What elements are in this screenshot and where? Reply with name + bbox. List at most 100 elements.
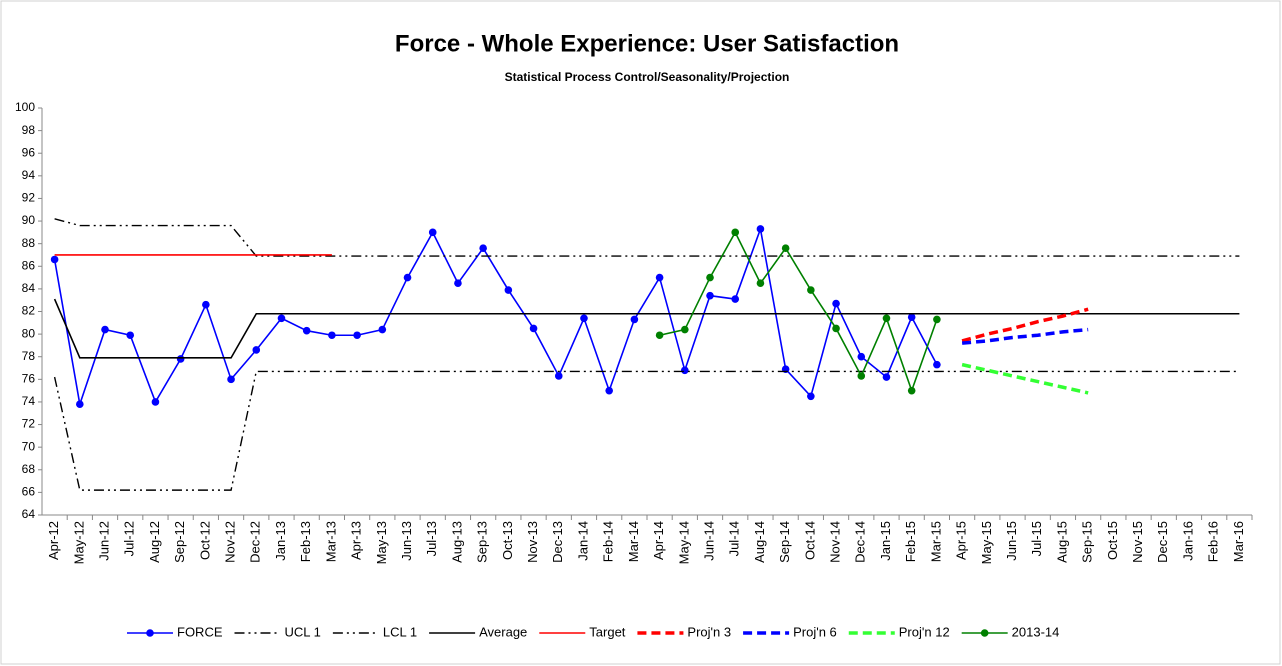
series-line xyxy=(961,327,1089,345)
x-tick-label: Jun-15 xyxy=(1004,521,1019,561)
legend-marker xyxy=(146,629,154,637)
point xyxy=(277,314,286,323)
x-tick-label: Oct-15 xyxy=(1105,521,1120,560)
x-tick-label: Feb-15 xyxy=(903,521,918,562)
y-tick-label: 74 xyxy=(22,394,36,408)
legend-label: Proj'n 3 xyxy=(687,624,731,639)
point xyxy=(807,392,815,401)
point xyxy=(328,331,336,340)
series-line xyxy=(54,218,1240,257)
point xyxy=(832,299,840,308)
y-tick-label: 64 xyxy=(22,507,36,521)
x-tick-label: Feb-14 xyxy=(601,521,616,562)
y-tick-label: 96 xyxy=(22,145,36,159)
point xyxy=(554,372,563,380)
legend-label: LCL 1 xyxy=(383,624,417,639)
x-tick-label: Dec-15 xyxy=(1155,521,1170,563)
x-tick-label: Nov-13 xyxy=(525,521,540,563)
point xyxy=(933,315,941,324)
x-tick-label: Jul-13 xyxy=(424,521,439,556)
point xyxy=(479,244,487,252)
point xyxy=(731,295,740,303)
x-tick-label: Apr-13 xyxy=(349,521,364,560)
chart-subtitle: Statistical Process Control/Seasonality/… xyxy=(505,70,790,84)
x-tick-label: Aug-14 xyxy=(752,521,767,563)
x-tick-label: May-13 xyxy=(374,521,389,564)
point xyxy=(706,273,714,282)
x-tick-label: Jul-14 xyxy=(727,521,742,556)
x-tick-label: Nov-15 xyxy=(1130,521,1145,563)
point xyxy=(403,273,412,282)
y-tick-label: 98 xyxy=(22,123,36,137)
point xyxy=(681,325,689,334)
y-tick-label: 90 xyxy=(22,213,36,227)
point xyxy=(176,355,185,363)
legend-marker xyxy=(980,629,989,637)
x-tick-label: May-14 xyxy=(676,521,691,564)
legend-label: 2013-14 xyxy=(1012,624,1060,639)
legend-label: Target xyxy=(589,624,626,639)
x-tick-label: Feb-16 xyxy=(1206,521,1221,562)
y-tick-label: 72 xyxy=(22,417,36,431)
point xyxy=(76,400,84,409)
point xyxy=(126,331,135,340)
point xyxy=(706,291,714,300)
y-tick-label: 66 xyxy=(22,485,36,499)
point xyxy=(857,372,866,380)
x-tick-label: Apr-12 xyxy=(46,521,61,560)
series-line xyxy=(53,298,1240,359)
point xyxy=(781,244,790,252)
y-tick-label: 94 xyxy=(22,168,36,182)
x-tick-label: May-15 xyxy=(979,521,994,564)
x-tick-label: May-12 xyxy=(71,521,86,564)
x-tick-label: Aug-12 xyxy=(147,521,162,563)
x-tick-label: Jan-15 xyxy=(878,521,893,561)
x-tick-label: Mar-13 xyxy=(323,521,338,562)
series-line xyxy=(53,225,938,405)
x-tick-label: Oct-13 xyxy=(500,521,515,560)
point xyxy=(933,360,941,369)
y-tick-label: 80 xyxy=(22,326,36,340)
x-tick-label: Sep-15 xyxy=(1080,521,1095,563)
point xyxy=(529,324,538,333)
point xyxy=(151,398,160,406)
point xyxy=(454,279,462,288)
x-tick-label: Jan-13 xyxy=(273,521,288,561)
legend-label: FORCE xyxy=(177,624,223,639)
legend-label: Proj'n 6 xyxy=(793,624,837,639)
x-tick-label: Mar-16 xyxy=(1231,521,1246,562)
point xyxy=(681,366,689,375)
x-tick-label: Sep-13 xyxy=(475,521,490,563)
chart-title: Force - Whole Experience: User Satisfact… xyxy=(395,30,899,57)
point xyxy=(756,225,765,233)
x-tick-label: Sep-12 xyxy=(172,521,187,563)
point xyxy=(630,315,639,324)
point xyxy=(857,352,866,361)
legend-label: UCL 1 xyxy=(285,624,321,639)
x-tick-label: Jun-13 xyxy=(399,521,414,561)
x-tick-label: Jun-12 xyxy=(96,521,111,561)
point xyxy=(655,331,664,340)
point xyxy=(353,331,361,340)
x-tick-label: Mar-14 xyxy=(626,521,641,562)
x-tick-label: Jan-16 xyxy=(1180,521,1195,561)
series-line xyxy=(961,362,1089,395)
y-tick-label: 86 xyxy=(22,258,36,272)
y-tick-label: 82 xyxy=(22,304,36,318)
x-tick-label: Feb-13 xyxy=(298,521,313,562)
point xyxy=(832,324,840,333)
point xyxy=(202,300,210,309)
y-tick-label: 100 xyxy=(15,100,35,114)
x-tick-label: Jul-12 xyxy=(122,521,137,556)
x-tick-label: Sep-14 xyxy=(777,521,792,563)
x-tick-label: Aug-15 xyxy=(1054,521,1069,563)
series-line xyxy=(53,370,1240,491)
y-tick-label: 92 xyxy=(22,191,36,205)
point xyxy=(907,313,916,321)
point xyxy=(756,279,765,288)
x-tick-label: Oct-14 xyxy=(802,521,817,560)
y-tick-label: 78 xyxy=(22,349,36,363)
y-tick-label: 68 xyxy=(22,462,36,476)
y-tick-label: 88 xyxy=(22,236,36,250)
